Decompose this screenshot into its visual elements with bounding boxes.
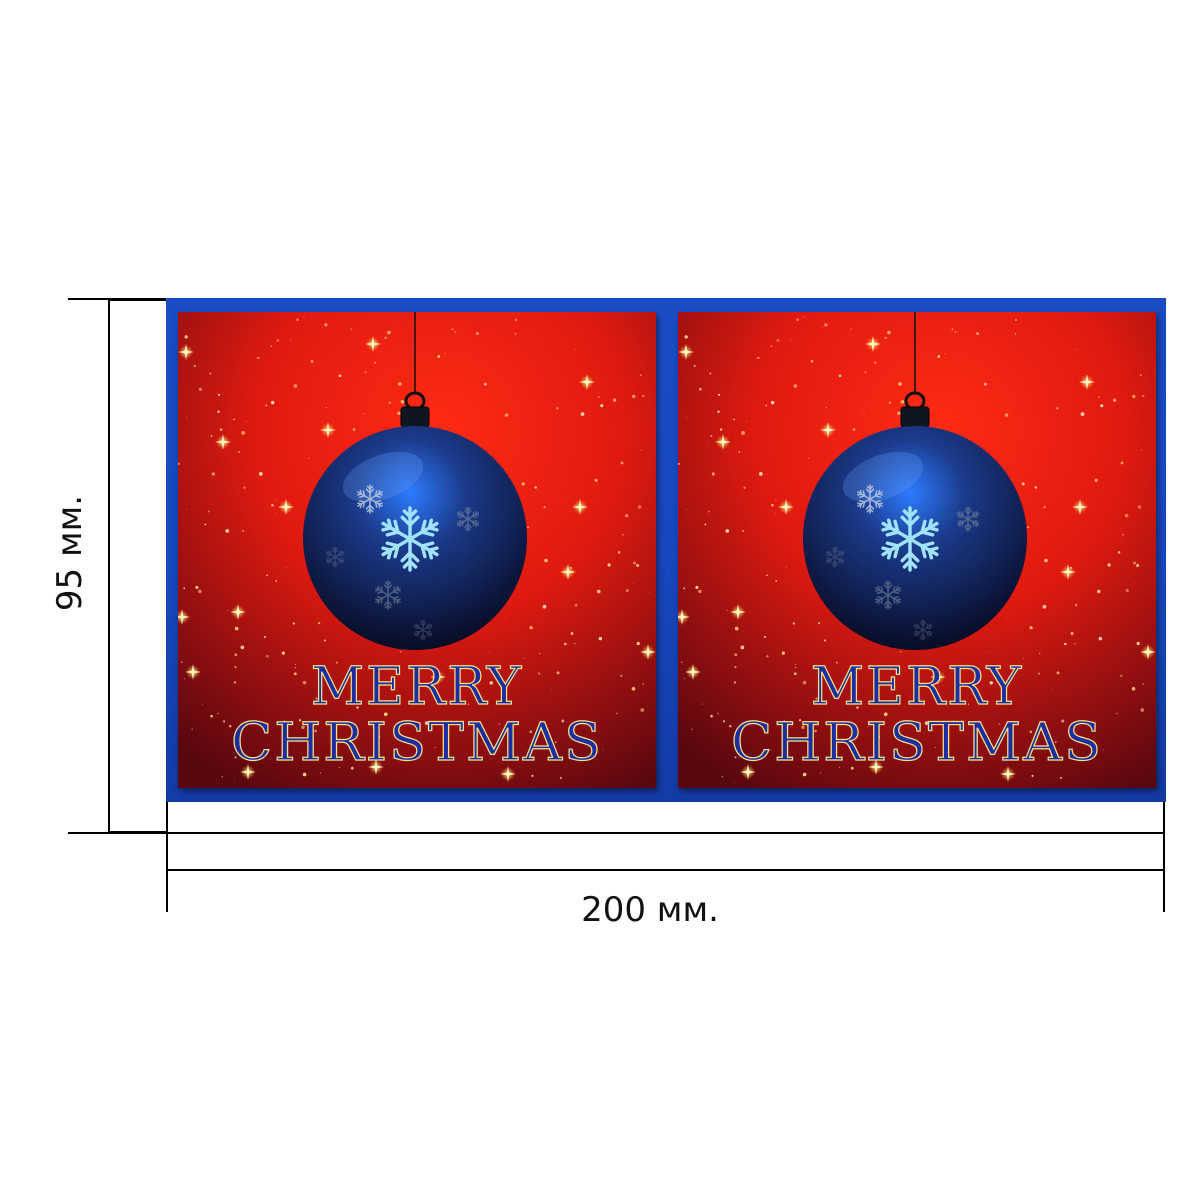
ornament-icon [803,312,1027,650]
star-icon [778,499,794,515]
merry-text: MERRY [311,657,523,717]
snowflake-icon [857,484,883,514]
star-icon [365,336,381,352]
star-icon [178,344,194,360]
star-icon [730,604,746,620]
star-icon [430,669,446,685]
ornament-icon [303,312,527,650]
snowflake-icon [413,619,433,641]
merry-text: MERRY [811,657,1023,717]
star-icon [368,759,384,775]
star-icon [865,336,881,352]
star-icon [1140,644,1156,660]
star-icon [278,499,294,515]
snowflake-icon [357,484,383,514]
christmas-text: CHRISTMAS [231,713,603,773]
star-icon [579,374,595,390]
star-icon [868,759,884,775]
snowflake-icon [875,580,901,610]
star-icon [560,564,576,580]
christmas-panel-2: MERRY CHRISTMAS [678,312,1156,788]
star-icon [185,664,201,680]
snowflake-icon [881,506,939,572]
snowflake-icon [456,506,480,532]
star-icon [215,434,231,450]
height-top-extension-line [68,298,168,300]
height-label: 95 мм. [50,494,90,612]
star-icon [1000,766,1016,782]
star-icon [1079,374,1095,390]
width-right-extension-line [1163,800,1165,912]
christmas-text: CHRISTMAS [731,713,1103,773]
star-icon [678,344,694,360]
star-icon [320,422,336,438]
star-icon [240,764,256,780]
star-icon [678,609,690,625]
star-icon [1072,499,1088,515]
print-strip: MERRY CHRISTMAS MERRY CHRISTMAS [166,298,1166,802]
star-icon [572,499,588,515]
snowflake-icon [913,619,933,641]
star-icon [930,669,946,685]
star-icon [178,609,190,625]
star-field [678,316,1156,783]
snowflake-icon [375,580,401,610]
star-icon [640,644,656,660]
snowflake-icon [381,506,439,572]
star-icon [230,604,246,620]
snowflake-icon [956,506,980,532]
width-dimension-line [166,869,1164,871]
star-icon [820,422,836,438]
height-dimension-bracket [108,299,166,833]
star-icon [1060,564,1076,580]
star-icon [715,434,731,450]
height-bottom-extension-line [68,832,168,834]
snowflake-icon [825,546,845,568]
width-top-line [166,832,1164,834]
star-icon [685,664,701,680]
star-icon [500,766,516,782]
width-label: 200 мм. [581,890,719,930]
snowflake-icon [325,546,345,568]
star-icon [740,764,756,780]
christmas-panel-1: MERRY CHRISTMAS [178,312,656,788]
